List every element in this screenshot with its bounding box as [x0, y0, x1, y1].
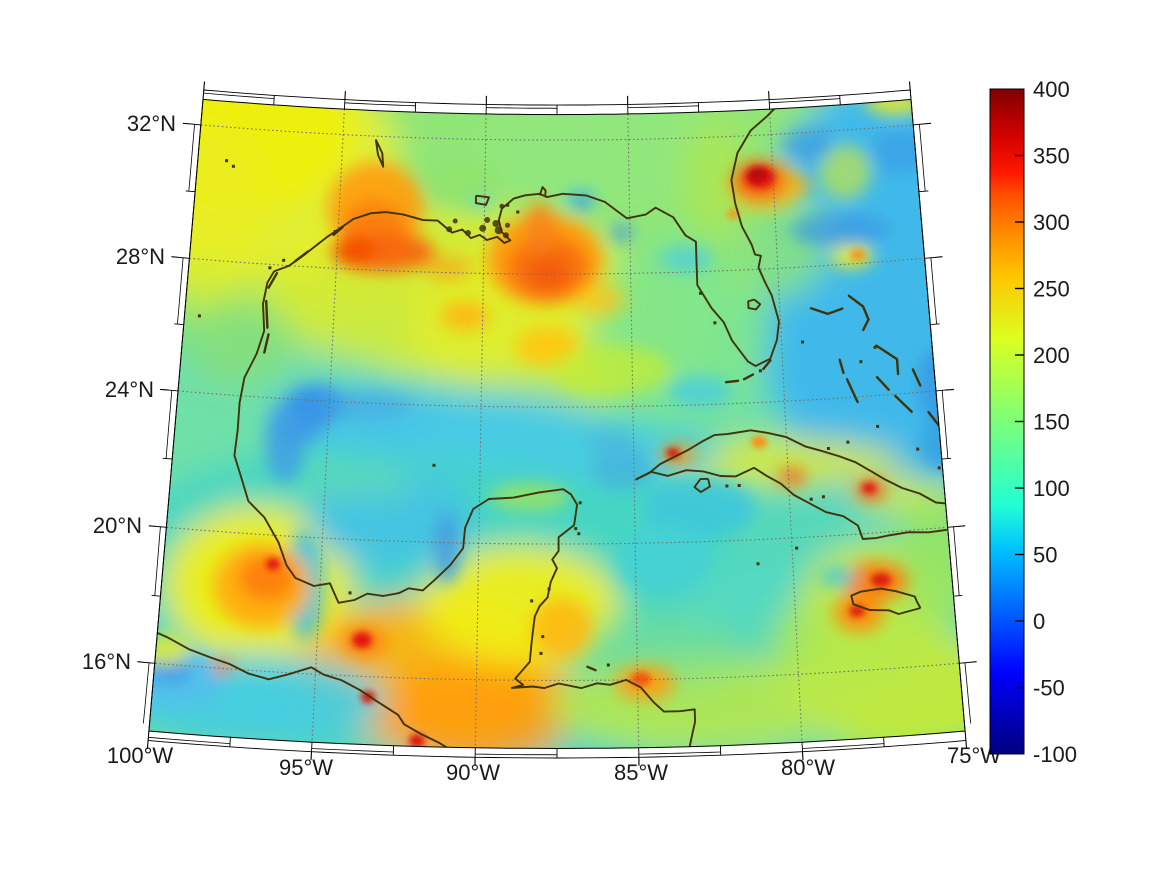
svg-text:150: 150 [1033, 410, 1070, 435]
svg-text:24°N: 24°N [105, 377, 154, 402]
svg-text:32°N: 32°N [127, 111, 176, 136]
svg-text:-100: -100 [1033, 742, 1077, 767]
svg-text:350: 350 [1033, 144, 1070, 169]
svg-text:80°W: 80°W [781, 755, 835, 780]
svg-text:100: 100 [1033, 476, 1070, 501]
svg-text:-50: -50 [1033, 676, 1065, 701]
svg-text:85°W: 85°W [614, 760, 668, 785]
svg-text:250: 250 [1033, 277, 1070, 302]
svg-text:100°W: 100°W [107, 743, 174, 768]
svg-text:200: 200 [1033, 343, 1070, 368]
svg-text:300: 300 [1033, 210, 1070, 235]
svg-text:28°N: 28°N [116, 244, 165, 269]
svg-text:90°W: 90°W [446, 760, 500, 785]
svg-text:16°N: 16°N [82, 649, 131, 674]
svg-text:50: 50 [1033, 543, 1057, 568]
svg-text:0: 0 [1033, 609, 1045, 634]
svg-text:20°N: 20°N [93, 513, 142, 538]
svg-text:400: 400 [1033, 77, 1070, 102]
svg-text:95°W: 95°W [279, 755, 333, 780]
